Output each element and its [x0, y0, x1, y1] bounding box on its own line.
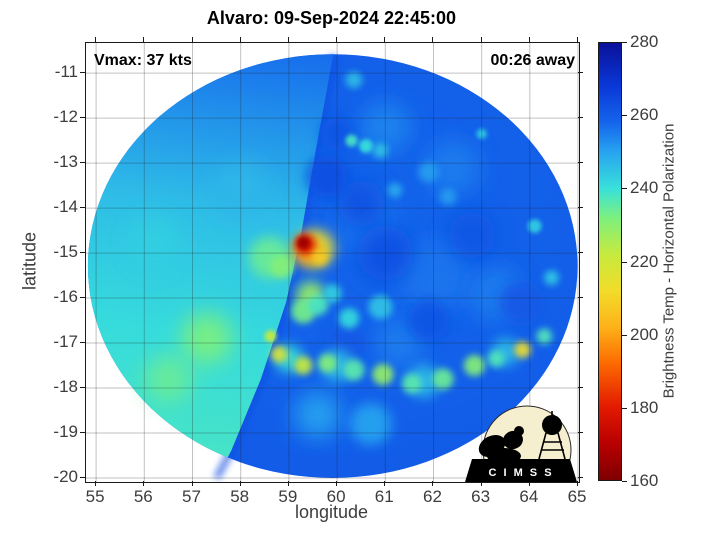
plot-title: Alvaro: 09-Sep-2024 22:45:00: [206, 8, 457, 28]
colorbar-tick-mark: [622, 261, 627, 263]
y-tick-mark: [578, 207, 583, 209]
x-tick-mark: [528, 481, 530, 486]
x-tick-mark: [384, 37, 386, 42]
x-tick-label: 65: [567, 487, 587, 506]
y-tick-mark: [578, 431, 583, 433]
y-tick-mark: [80, 162, 85, 164]
colorbar-tick-label: 220: [630, 251, 659, 271]
colorbar-tick-label: 280: [630, 32, 659, 51]
colorbar-tick-mark: [622, 407, 627, 409]
y-tick-label: -20: [53, 466, 78, 486]
x-tick-label: 62: [422, 487, 442, 506]
x-tick-mark: [432, 37, 434, 42]
x-tick-mark: [287, 37, 289, 42]
x-tick-label: 60: [326, 487, 346, 506]
x-tick-mark: [432, 481, 434, 486]
colorbar-label: Brightness Temp - Horizontal Polarizatio…: [660, 123, 678, 399]
x-tick-label: 61: [374, 487, 394, 506]
y-tick-mark: [80, 117, 85, 119]
x-tick-mark: [577, 37, 579, 42]
x-tick-label: 57: [182, 487, 201, 506]
y-tick-label: -14: [53, 197, 78, 217]
y-tick-mark: [80, 297, 85, 299]
colorbar-tick-mark: [622, 42, 627, 43]
x-tick-mark: [336, 481, 338, 486]
y-tick-mark: [578, 72, 583, 74]
y-tick-mark: [578, 252, 583, 254]
y-tick-label: -19: [53, 421, 78, 441]
plot-area: Vmax: 37 kts 00:26 away: [85, 42, 580, 483]
y-tick-label: -17: [53, 332, 78, 351]
y-tick-label: -12: [53, 107, 78, 127]
y-tick-mark: [80, 72, 85, 74]
x-tick-label: 55: [85, 487, 105, 506]
x-tick-mark: [577, 481, 579, 486]
y-tick-mark: [578, 117, 583, 119]
y-tick-label: -16: [53, 287, 78, 307]
x-tick-mark: [143, 37, 145, 42]
x-tick-mark: [287, 481, 289, 486]
water-tower-icon: [538, 411, 566, 460]
x-tick-mark: [480, 481, 482, 486]
colorbar-tick-mark: [622, 188, 627, 190]
x-tick-label: 59: [278, 487, 298, 506]
y-tick-mark: [578, 297, 583, 299]
colorbar-tick-label: 200: [630, 324, 659, 344]
y-tick-mark: [578, 476, 583, 478]
y-tick-label: -15: [53, 242, 78, 262]
x-tick-mark: [384, 481, 386, 486]
x-axis-label: longitude: [294, 502, 369, 522]
colorbar-tick-label: 260: [630, 105, 659, 125]
y-tick-mark: [578, 162, 583, 164]
x-tick-mark: [191, 37, 193, 42]
y-tick-label: -18: [53, 376, 78, 396]
cimss-logo: C I M S S: [458, 396, 579, 482]
x-tick-mark: [336, 37, 338, 42]
x-tick-mark: [191, 481, 193, 486]
colorbar-tick-label: 180: [630, 397, 659, 417]
x-tick-mark: [239, 37, 241, 42]
cimss-text: C I M S S: [488, 467, 553, 479]
colorbar-tick-mark: [622, 481, 627, 482]
y-tick-mark: [578, 386, 583, 388]
x-tick-mark: [528, 37, 530, 42]
x-tick-mark: [95, 481, 97, 486]
colorbar-tick-mark: [622, 334, 627, 336]
y-tick-mark: [80, 476, 85, 478]
y-tick-mark: [578, 342, 583, 343]
brightness-temp-image: [86, 43, 579, 482]
colorbar-tick-label: 240: [630, 178, 659, 198]
x-tick-mark: [143, 481, 145, 486]
colorbar-tick-label: 160: [630, 471, 659, 490]
x-tick-label: 56: [133, 487, 153, 506]
y-tick-mark: [80, 386, 85, 388]
cimss-banner: [465, 459, 577, 482]
time-away-annotation: 00:26 away: [490, 52, 575, 69]
x-tick-mark: [480, 37, 482, 42]
x-tick-mark: [95, 37, 97, 42]
x-tick-label: 63: [471, 487, 491, 506]
colorbar-tick-mark: [622, 115, 627, 117]
x-tick-label: 58: [230, 487, 250, 506]
colorbar: [598, 42, 622, 481]
vmax-annotation: Vmax: 37 kts: [94, 52, 192, 69]
y-tick-mark: [80, 431, 85, 433]
y-tick-label: -11: [54, 62, 78, 82]
y-tick-mark: [80, 207, 85, 209]
x-tick-label: 64: [519, 487, 539, 506]
y-tick-label: -13: [53, 152, 78, 172]
x-tick-mark: [239, 481, 241, 486]
water-tower-tank: [542, 415, 562, 435]
y-tick-mark: [80, 342, 85, 343]
y-tick-mark: [80, 252, 85, 254]
